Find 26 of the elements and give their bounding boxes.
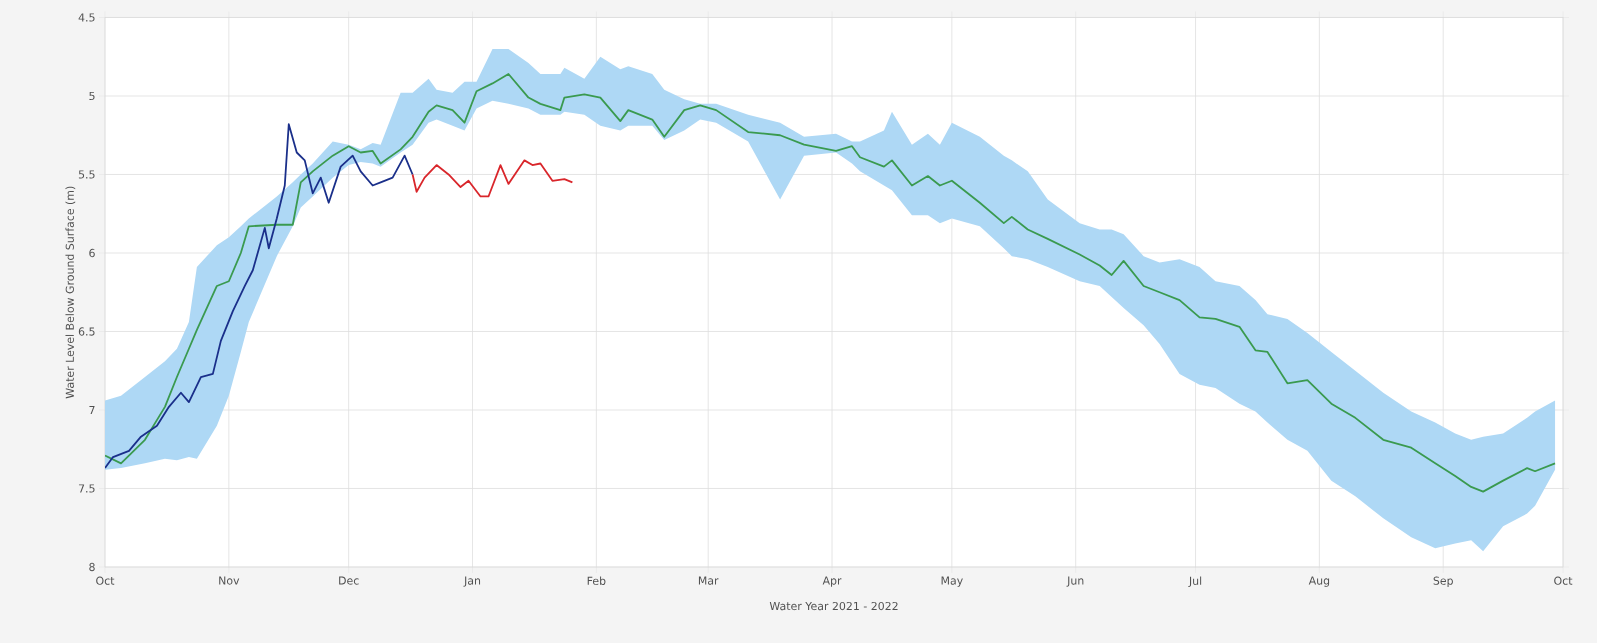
x-tick-label: Jul xyxy=(1188,576,1202,588)
x-tick-label: Aug xyxy=(1308,576,1330,587)
y-tick-label: 5 xyxy=(89,91,95,101)
y-tick-label: 6.5 xyxy=(78,327,95,336)
x-tick-label: Nov xyxy=(219,576,240,585)
x-tick-label: Apr xyxy=(822,576,842,587)
x-tick-label: May xyxy=(941,576,963,587)
x-axis-title: Water Year 2021 - 2022 xyxy=(769,601,898,611)
line-series xyxy=(105,123,414,469)
line-series xyxy=(105,73,1556,493)
y-tick-label: 7 xyxy=(89,406,95,414)
x-tick-label: Mar xyxy=(698,576,719,585)
y-tick-label: 8 xyxy=(89,562,95,572)
x-tick-label: Jan xyxy=(463,576,481,587)
y-tick-label: 6 xyxy=(89,248,95,258)
x-tick-label: Jun xyxy=(1066,576,1084,587)
y-axis-title: Water Level Below Ground Surface (m) xyxy=(65,186,76,399)
y-tick-label: 7.5 xyxy=(78,484,95,493)
x-tick-label: Feb xyxy=(587,576,606,585)
x-tick-label: Sep xyxy=(1433,576,1453,587)
line-series xyxy=(411,159,574,198)
x-tick-label: Dec xyxy=(339,576,359,585)
x-tick-label: Oct xyxy=(96,576,115,585)
y-tick-label: 5.5 xyxy=(78,170,95,179)
y-tick-label: 4.5 xyxy=(78,13,95,22)
x-tick-label: Oct xyxy=(1554,576,1573,585)
